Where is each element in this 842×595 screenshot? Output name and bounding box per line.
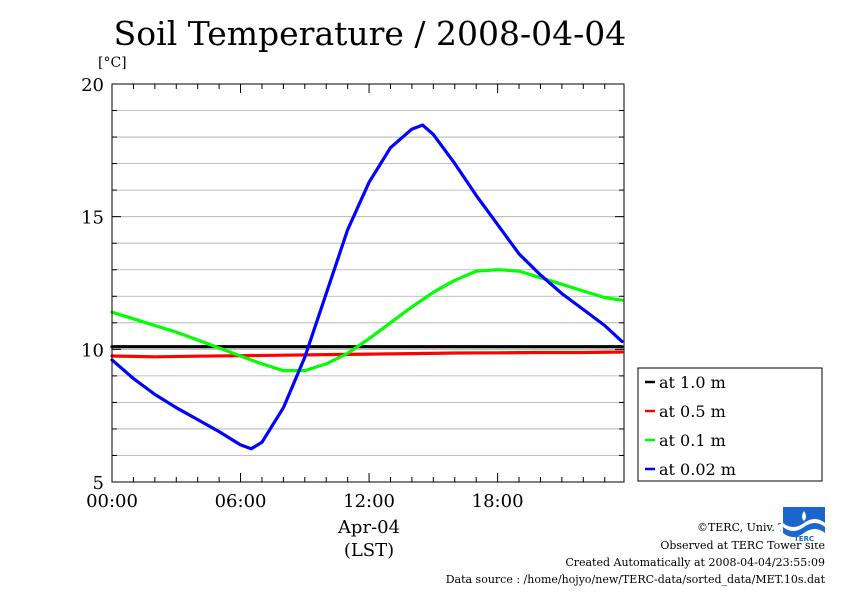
y-tick-labels: 5 10 15 20 [81,75,104,494]
terc-logo-icon: TERC [781,503,827,543]
logo-text: TERC [794,535,814,543]
data-source-credit: Data source : /home/hojyo/new/TERC-data/… [445,573,825,586]
x-tick-label: 00:00 [86,491,138,512]
legend-label: at 0.02 m [659,460,736,479]
series-lines [110,123,624,451]
legend-box [637,367,823,482]
creation-time-credit: Created Automatically at 2008-04-04/23:5… [565,556,825,569]
series-line-at-0-1-m [110,268,624,373]
y-tick-label: 5 [93,473,104,494]
series-line-at-0-5-m [110,350,624,359]
chart-title: Soil Temperature / 2008-04-04 [113,14,627,53]
legend-label: at 1.0 m [659,373,726,392]
legend-label: at 0.1 m [659,431,726,450]
plot-frame [111,83,625,483]
y-tick-label: 15 [81,208,104,229]
axis-ticks [111,83,624,483]
y-tick-label: 10 [81,340,104,361]
grid-lines [112,110,624,456]
x-tick-label: 18:00 [472,491,524,512]
x-axis-timezone-label: (LST) [344,540,394,561]
legend: at 1.0 m at 0.5 m at 0.1 m at 0.02 m [637,367,823,482]
legend-label: at 0.5 m [659,402,726,421]
y-axis-unit-label: [°C] [98,55,127,71]
y-tick-label: 20 [81,75,104,96]
x-tick-label: 06:00 [215,491,267,512]
x-tick-labels: 00:00 06:00 12:00 18:00 [86,491,523,512]
x-axis-date-label: Apr-04 [337,517,400,538]
x-tick-label: 12:00 [343,491,395,512]
series-line-at-0-02-m [110,123,624,451]
